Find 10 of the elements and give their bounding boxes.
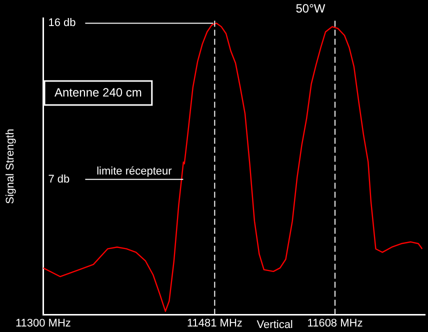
x-tick-label: 11481 MHz (186, 317, 242, 330)
y-axis-title: Signal Strength (4, 128, 17, 204)
annotation: Antenne 240 cm (54, 85, 142, 100)
y-tick-label: 7 db (48, 173, 70, 186)
text: Vertical (256, 318, 293, 331)
x-tick-label: 11300 MHz (15, 317, 71, 330)
y-tick-label: 16 db (48, 17, 76, 30)
chart-title: 50°W (296, 1, 326, 16)
x-tick-label: 11608 MHz (307, 317, 363, 330)
ref-line-label: limite récepteur (96, 165, 172, 178)
